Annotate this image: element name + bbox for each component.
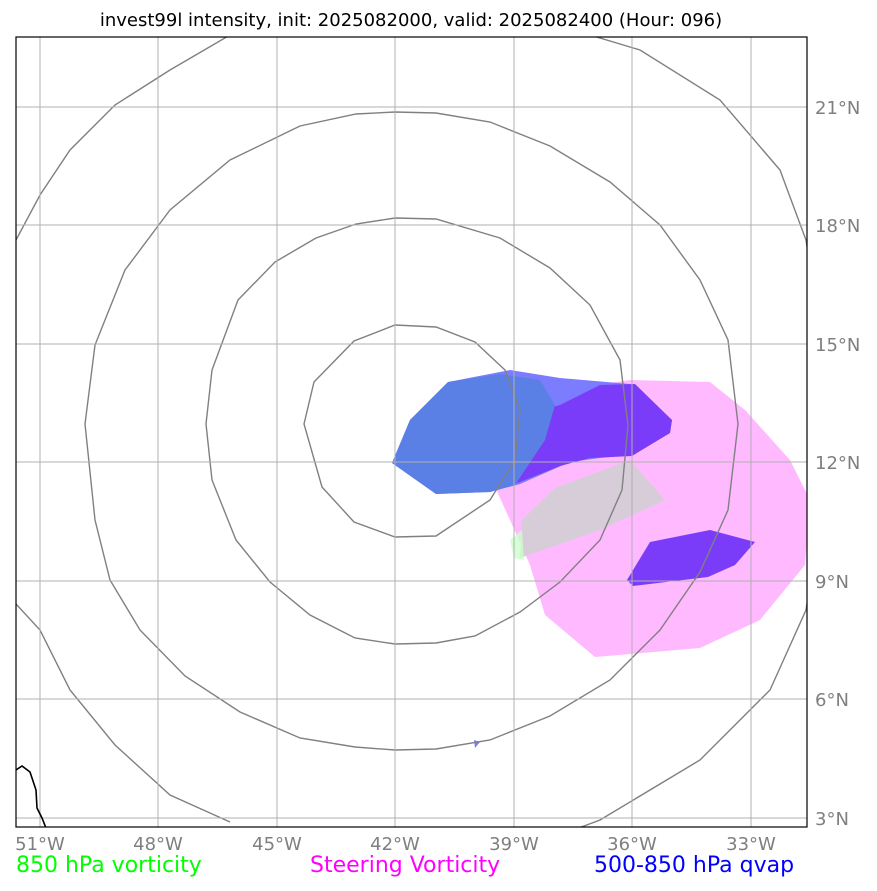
lon-label: 51°W (15, 834, 65, 855)
lon-label: 48°W (133, 834, 183, 855)
lon-label: 33°W (726, 834, 776, 855)
lon-label: 42°W (370, 834, 420, 855)
lat-label: 3°N (815, 809, 849, 830)
lat-label: 21°N (815, 98, 860, 119)
distance-ring-3 (84, 111, 739, 751)
legend-850-vorticity: 850 hPa vorticity (16, 853, 202, 878)
lon-label: 45°W (252, 834, 302, 855)
distance-rings (16, 37, 807, 827)
coastline (16, 765, 47, 827)
qvap-core-south (627, 530, 755, 586)
map-title: invest99l intensity, init: 2025082000, v… (100, 10, 722, 31)
lat-label: 9°N (815, 572, 849, 593)
lat-label: 6°N (815, 690, 849, 711)
graticule (16, 37, 807, 827)
distance-ring-1 (303, 324, 521, 538)
vorticity-850-green-patch (510, 530, 524, 560)
distance-ring-2 (205, 217, 629, 645)
lon-label: 36°W (607, 834, 657, 855)
lon-label: 39°W (489, 834, 539, 855)
plot-frame (15, 36, 808, 828)
vorticity-850-region (520, 460, 665, 558)
distance-ring-4 (16, 37, 807, 827)
legend-steering-vorticity: Steering Vorticity (310, 853, 501, 878)
lat-label: 15°N (815, 335, 860, 356)
lat-label: 18°N (815, 216, 860, 237)
legend-qvap: 500-850 hPa qvap (594, 853, 795, 878)
lat-label: 12°N (815, 453, 860, 474)
